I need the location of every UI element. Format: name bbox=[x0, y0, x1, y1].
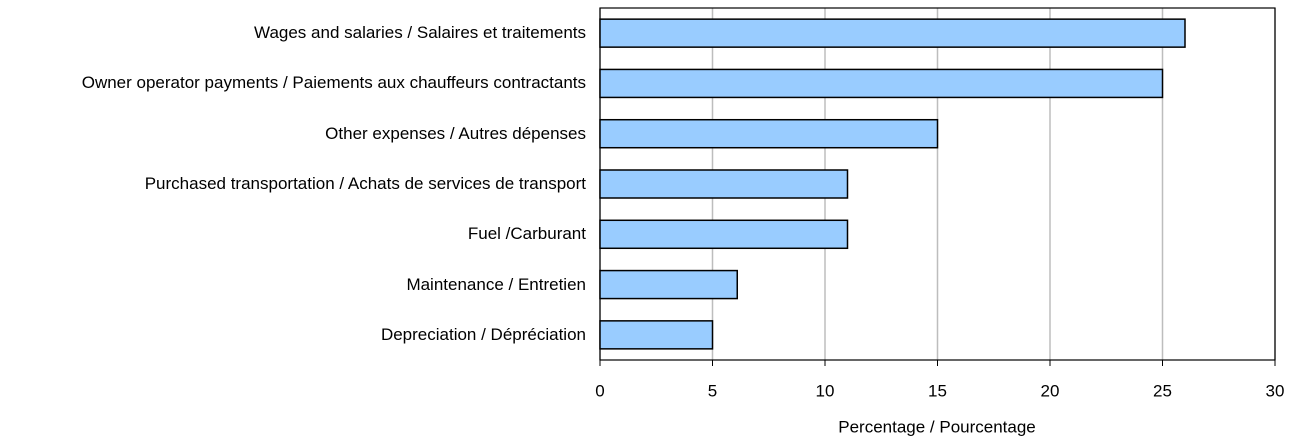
bar bbox=[599, 169, 849, 199]
x-axis-title: Percentage / Pourcentage bbox=[838, 417, 1036, 436]
x-tick-label: 20 bbox=[1041, 381, 1060, 400]
x-tick-label: 25 bbox=[1153, 381, 1172, 400]
y-tick-label: Fuel /Carburant bbox=[467, 224, 586, 244]
x-tick-label: 30 bbox=[1266, 381, 1285, 400]
bar bbox=[599, 320, 714, 350]
bar bbox=[599, 219, 849, 250]
bar bbox=[599, 118, 939, 149]
y-tick-label: Purchased transportation / Achats de ser… bbox=[144, 174, 586, 193]
bar bbox=[599, 68, 1164, 99]
y-tick-label: Other expenses / Autres dépenses bbox=[325, 123, 586, 143]
y-tick-label: Maintenance / Entretien bbox=[406, 274, 586, 294]
x-tick-label: 5 bbox=[708, 381, 717, 400]
x-tick-label: 10 bbox=[816, 381, 835, 400]
y-tick-label: Owner operator payments / Paiements aux … bbox=[81, 73, 586, 93]
bar bbox=[599, 18, 1186, 48]
y-tick-label: Depreciation / Dépréciation bbox=[380, 324, 586, 344]
x-tick-label: 0 bbox=[595, 381, 604, 400]
x-tick-label: 15 bbox=[928, 381, 947, 400]
bar bbox=[599, 269, 738, 300]
y-tick-label: Wages and salaries / Salaires et traitem… bbox=[254, 23, 586, 43]
